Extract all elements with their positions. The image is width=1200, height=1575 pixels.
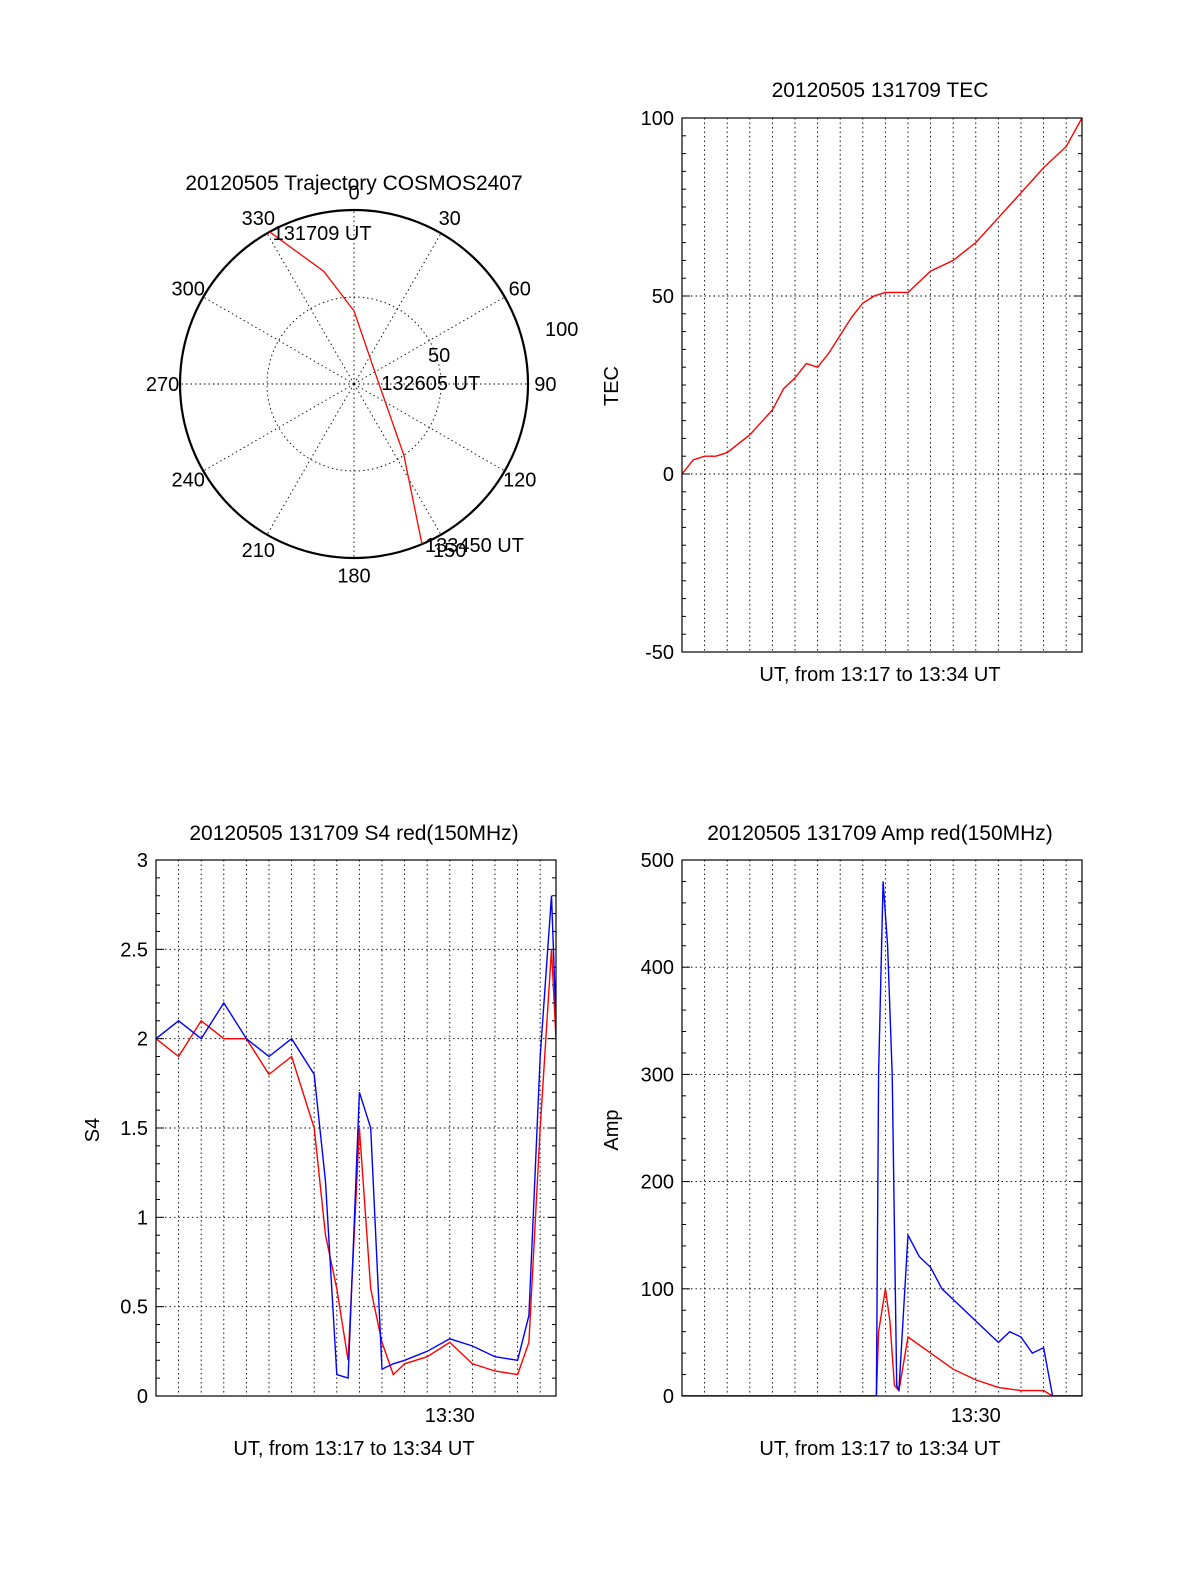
series-line-1 — [682, 881, 1082, 1396]
y-tick-label: 2 — [137, 1029, 148, 1051]
s4-title: 20120505 131709 S4 red(150MHz) — [189, 822, 518, 845]
polar-angle-label: 240 — [172, 470, 205, 492]
y-tick-label: 0 — [663, 464, 674, 486]
amp-panel: 20120505 131709 Amp red(150MHz) UT, from… — [601, 822, 1083, 1460]
tec-title: 20120505 131709 TEC — [772, 79, 989, 102]
polar-angle-label: 150 — [433, 540, 466, 562]
series-line-1 — [156, 895, 556, 1380]
y-tick-label: 50 — [652, 286, 674, 308]
polar-radius-label: 50 — [428, 345, 450, 367]
polar-spoke — [203, 296, 355, 385]
polar-angle-label: 210 — [242, 540, 275, 562]
polar-outer-ring — [178, 208, 530, 560]
polar-grid — [178, 208, 530, 560]
s4-ylabel: S4 — [82, 1118, 104, 1142]
polar-angle-label: 90 — [534, 374, 556, 396]
y-tick-label: 100 — [641, 108, 674, 130]
y-tick-label: -50 — [645, 642, 674, 664]
polar-trajectory-panel: 20120505 Trajectory COSMOS2407 0 30 60 90 12… — [146, 172, 578, 587]
y-tick-label: 0 — [663, 1386, 674, 1408]
polar-series: 131709 UT 132605 UT 133450 UT — [269, 223, 524, 557]
polar-title: 20120505 Trajectory COSMOS2407 — [185, 172, 522, 195]
y-tick-label: 3 — [137, 850, 148, 872]
polar-time-annotation: 133450 UT — [425, 535, 524, 557]
series-line-0 — [682, 118, 1082, 475]
polar-radius-label: 100 — [545, 319, 578, 341]
y-tick-label: 300 — [641, 1064, 674, 1086]
plot-frame — [681, 117, 1083, 653]
y-tick-label: 0.5 — [120, 1297, 148, 1319]
polar-angle-label: 270 — [146, 374, 179, 396]
polar-angle-label: 180 — [337, 565, 370, 587]
y-tick-label: 0 — [137, 1386, 148, 1408]
amp-title: 20120505 131709 Amp red(150MHz) — [707, 822, 1053, 845]
polar-spoke — [266, 233, 355, 385]
polar-angle-label: 30 — [439, 208, 461, 230]
y-tick-label: 1.5 — [120, 1118, 148, 1140]
plot-frame — [155, 859, 557, 1397]
y-tick-label: 200 — [641, 1172, 674, 1194]
plot-frame — [681, 859, 1083, 1397]
polar-angle-label: 0 — [348, 183, 359, 205]
y-tick-label: 400 — [641, 957, 674, 979]
amp-plot-area: 0 100 200 300 400 500 13:30 — [641, 850, 1083, 1427]
polar-labels: 0 30 60 90 120 150 180 210 240 270 300 330 50 100 — [146, 183, 578, 588]
series-line-0 — [682, 1288, 1082, 1396]
y-tick-label: 2.5 — [120, 939, 148, 961]
amp-xlabel: UT, from 13:17 to 13:34 UT — [759, 1438, 1000, 1460]
tec-xlabel: UT, from 13:17 to 13:34 UT — [759, 664, 1000, 686]
s4-xlabel: UT, from 13:17 to 13:34 UT — [233, 1438, 474, 1460]
polar-spoke — [266, 383, 355, 535]
tec-panel: 20120505 131709 TEC UT, from 13:17 to 13… — [601, 79, 1083, 686]
polar-spoke — [203, 383, 355, 472]
x-tick-label: 13:30 — [425, 1405, 475, 1427]
tec-plot-area: -50 0 50 100 — [641, 108, 1083, 664]
polar-angle-label: 330 — [242, 208, 275, 230]
polar-angle-label: 120 — [503, 470, 536, 492]
s4-plot-area: 0 0.5 1 1.5 2 2.5 3 13:30 — [120, 850, 557, 1427]
y-tick-label: 500 — [641, 850, 674, 872]
s4-panel: 20120505 131709 S4 red(150MHz) UT, from … — [82, 822, 557, 1460]
polar-angle-label: 300 — [172, 278, 205, 300]
polar-angle-label: 60 — [509, 278, 531, 300]
x-tick-label: 13:30 — [951, 1405, 1001, 1427]
y-tick-label: 1 — [137, 1207, 148, 1229]
amp-ylabel: Amp — [601, 1109, 623, 1150]
y-tick-label: 100 — [641, 1279, 674, 1301]
polar-ring-50 — [266, 296, 442, 472]
polar-trajectory-line — [269, 231, 423, 545]
polar-time-annotation: 132605 UT — [381, 373, 480, 395]
tec-ylabel: TEC — [601, 366, 623, 406]
polar-time-annotation: 131709 UT — [273, 223, 372, 245]
